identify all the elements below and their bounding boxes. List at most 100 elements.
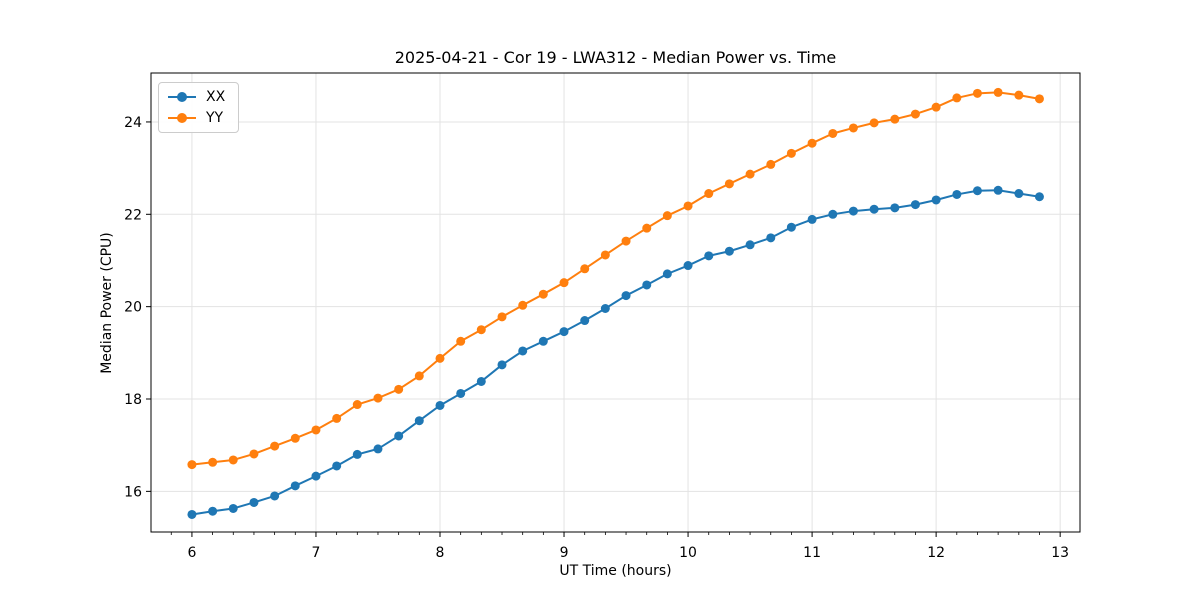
x-axis-label: UT Time (hours) xyxy=(559,563,672,579)
series-xx-point xyxy=(538,336,548,346)
series-xx-point xyxy=(559,327,569,337)
x-tick-label: 11 xyxy=(803,545,821,561)
yy-marker-icon xyxy=(177,113,187,123)
chart-title: 2025-04-21 - Cor 19 - LWA312 - Median Po… xyxy=(394,48,837,67)
series-xx-point xyxy=(476,376,486,386)
series-xx-point xyxy=(352,449,362,459)
series-xx-point xyxy=(456,388,466,398)
series-yy-point xyxy=(786,148,796,158)
series-yy-point xyxy=(497,312,507,322)
x-tick-label: 7 xyxy=(312,545,321,561)
series-xx-point xyxy=(869,204,879,214)
legend-item-xx: XX xyxy=(168,90,225,104)
series-yy-point xyxy=(580,264,590,274)
series-xx-point xyxy=(786,222,796,232)
series-xx-point xyxy=(497,360,507,370)
series-yy-point xyxy=(352,400,362,410)
series-yy-point xyxy=(290,433,300,443)
series-yy-point xyxy=(208,457,218,467)
x-tick-label: 10 xyxy=(679,545,697,561)
series-yy-point xyxy=(518,300,528,310)
series-yy-point xyxy=(642,223,652,233)
series-yy-point xyxy=(869,118,879,128)
series-xx-point xyxy=(931,195,941,205)
series-xx-point xyxy=(890,203,900,213)
series-xx-point xyxy=(270,491,280,501)
series-xx-point xyxy=(373,444,383,454)
series-yy-line xyxy=(190,91,1041,466)
series-yy-point xyxy=(228,455,238,465)
x-tick-label: 12 xyxy=(927,545,945,561)
series-xx-point xyxy=(249,497,259,507)
y-tick-label: 18 xyxy=(124,392,142,408)
series-xx-point xyxy=(600,304,610,314)
series-xx-point xyxy=(187,509,197,519)
series-xx-line xyxy=(190,189,1041,516)
series-yy-point xyxy=(332,413,342,423)
series-xx-point xyxy=(1014,189,1024,199)
x-tick-label: 8 xyxy=(436,545,445,561)
x-tick-label: 13 xyxy=(1051,545,1069,561)
legend-label-xx: XX xyxy=(206,89,226,105)
series-xx-point xyxy=(910,200,920,210)
yy-line-swatch xyxy=(168,113,196,123)
series-xx-point xyxy=(972,186,982,196)
series-xx-point xyxy=(683,261,693,271)
series-xx-point xyxy=(580,316,590,326)
series-yy-point xyxy=(662,211,672,221)
series-yy-point xyxy=(1034,94,1044,104)
series-xx-point xyxy=(311,471,321,481)
series-xx-point xyxy=(952,189,962,199)
series-xx-point xyxy=(745,240,755,250)
axes-spines xyxy=(150,72,1081,533)
series-yy-point xyxy=(952,93,962,103)
series-xx-point xyxy=(642,280,652,290)
series-yy-point xyxy=(600,250,610,260)
series-xx-point xyxy=(828,209,838,219)
x-tick-label: 6 xyxy=(187,545,196,561)
series-yy-point xyxy=(807,138,817,148)
series-yy-point xyxy=(724,179,734,189)
xx-marker-icon xyxy=(177,92,187,102)
series-yy-point xyxy=(311,425,321,435)
series-xx-point xyxy=(394,431,404,441)
series-xx-point xyxy=(848,206,858,216)
series-xx-point xyxy=(662,269,672,279)
series-xx-point xyxy=(993,185,1003,195)
series-yy-point xyxy=(683,201,693,211)
series-yy-point xyxy=(972,88,982,98)
series-xx-point xyxy=(704,251,714,261)
series-xx-point xyxy=(228,503,238,513)
xx-line-swatch xyxy=(168,92,196,102)
series-yy-point xyxy=(828,128,838,138)
series-xx-point xyxy=(332,461,342,471)
series-yy-point xyxy=(456,336,466,346)
series-yy-point xyxy=(910,109,920,119)
series-xx-point xyxy=(1034,192,1044,202)
series-yy-point xyxy=(931,102,941,112)
series-yy-point xyxy=(187,460,197,470)
series-yy-point xyxy=(394,384,404,394)
series-yy-point xyxy=(704,189,714,199)
legend: XX YY xyxy=(158,82,240,133)
series-yy-point xyxy=(476,325,486,335)
series-yy-point xyxy=(373,393,383,403)
series-xx-point xyxy=(766,233,776,243)
legend-item-yy: YY xyxy=(168,111,225,125)
series-yy-point xyxy=(559,278,569,288)
series-xx-point xyxy=(807,214,817,224)
series-yy-point xyxy=(414,371,424,381)
series-yy-point xyxy=(435,353,445,363)
series-yy-point xyxy=(270,441,280,451)
series-yy-point xyxy=(848,123,858,133)
series-yy-point xyxy=(538,289,548,299)
y-tick-label: 24 xyxy=(124,115,142,131)
series-xx-point xyxy=(435,400,445,410)
series-yy-point xyxy=(890,114,900,124)
x-tick-label: 9 xyxy=(560,545,569,561)
series-xx-point xyxy=(724,246,734,256)
legend-label-yy: YY xyxy=(206,110,224,126)
series-xx-point xyxy=(621,291,631,301)
